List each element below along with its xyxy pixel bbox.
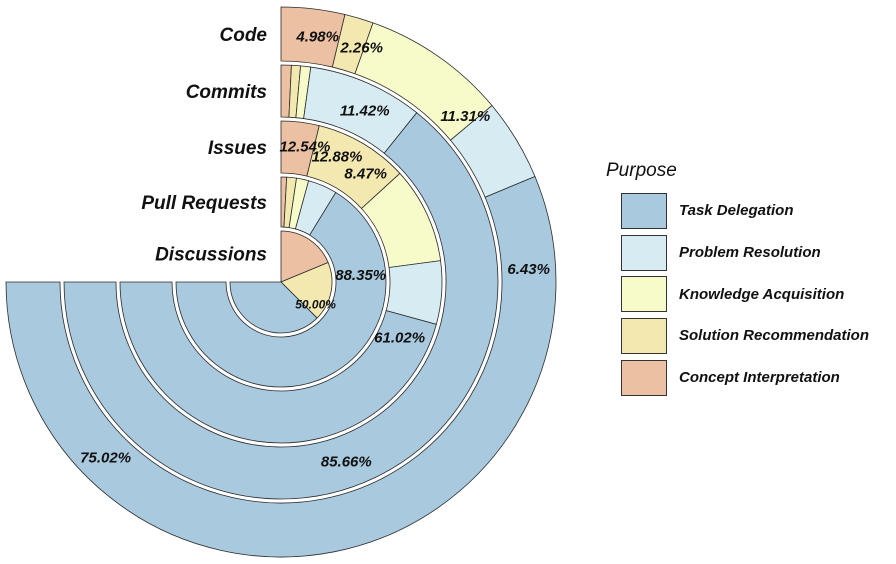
ring-label-commits: Commits bbox=[186, 82, 267, 103]
legend: Purpose Task Delegation Problem Resolutio… bbox=[604, 160, 869, 398]
legend-label-concept-interpretation: Concept Interpretation bbox=[679, 369, 840, 387]
legend-item-concept-interpretation: Concept Interpretation bbox=[604, 357, 869, 399]
ring-label-code: Code bbox=[220, 25, 268, 46]
slice-code-task-delegation bbox=[5, 175, 557, 558]
value-label-code-task-delegation: 75.02% bbox=[80, 449, 131, 466]
legend-swatch-task-delegation bbox=[621, 192, 667, 229]
value-label-code-solution-recommendation: 2.26% bbox=[339, 40, 383, 57]
legend-swatch-problem-resolution bbox=[621, 234, 667, 271]
slice-issues-task-delegation bbox=[119, 281, 437, 444]
legend-label-problem-resolution: Problem Resolution bbox=[679, 244, 821, 262]
value-label-discussions-task-delegation: 50.00% bbox=[295, 298, 336, 312]
ring-label-discussions: Discussions bbox=[155, 245, 267, 266]
value-label-code-concept-interpretation: 4.98% bbox=[295, 29, 339, 46]
slice-pull-requests-task-delegation bbox=[175, 191, 387, 388]
slice-commits-task-delegation bbox=[63, 112, 499, 500]
value-label-pull-requests-task-delegation: 88.35% bbox=[335, 267, 386, 284]
legend-item-solution-recommendation: Solution Recommendation bbox=[604, 315, 869, 357]
legend-swatch-solution-recommendation bbox=[621, 317, 667, 354]
legend-label-knowledge-acquisition: Knowledge Acquisition bbox=[679, 285, 845, 303]
legend-label-solution-recommendation: Solution Recommendation bbox=[679, 327, 870, 345]
value-label-code-knowledge-acquisition: 11.31% bbox=[440, 108, 490, 125]
slice-discussions-concept-interpretation bbox=[280, 230, 329, 283]
legend-item-knowledge-acquisition: Knowledge Acquisition bbox=[604, 273, 869, 315]
value-label-code-problem-resolution: 6.43% bbox=[507, 261, 550, 278]
ring-label-issues: Issues bbox=[208, 138, 267, 159]
legend-label-task-delegation: Task Delegation bbox=[679, 202, 794, 220]
value-label-issues-knowledge-acquisition: 12.88% bbox=[312, 148, 363, 165]
slice-discussions-solution-recommendation bbox=[280, 261, 333, 319]
legend-swatch-concept-interpretation bbox=[621, 359, 667, 396]
value-label-issues-solution-recommendation: 12.54% bbox=[279, 139, 330, 156]
slice-discussions-task-delegation bbox=[229, 281, 318, 334]
value-label-issues-problem-resolution: 8.47% bbox=[344, 166, 387, 183]
value-label-commits-task-delegation: 85.66% bbox=[321, 454, 372, 471]
legend-title: Purpose bbox=[606, 160, 677, 181]
ring-label-pull-requests: Pull Requests bbox=[141, 193, 267, 214]
value-label-issues-task-delegation: 61.02% bbox=[374, 329, 425, 346]
legend-item-task-delegation: Task Delegation bbox=[604, 190, 869, 232]
legend-swatch-knowledge-acquisition bbox=[621, 276, 667, 313]
value-label-commits-problem-resolution: 11.42% bbox=[340, 102, 390, 119]
legend-item-problem-resolution: Problem Resolution bbox=[604, 232, 869, 274]
